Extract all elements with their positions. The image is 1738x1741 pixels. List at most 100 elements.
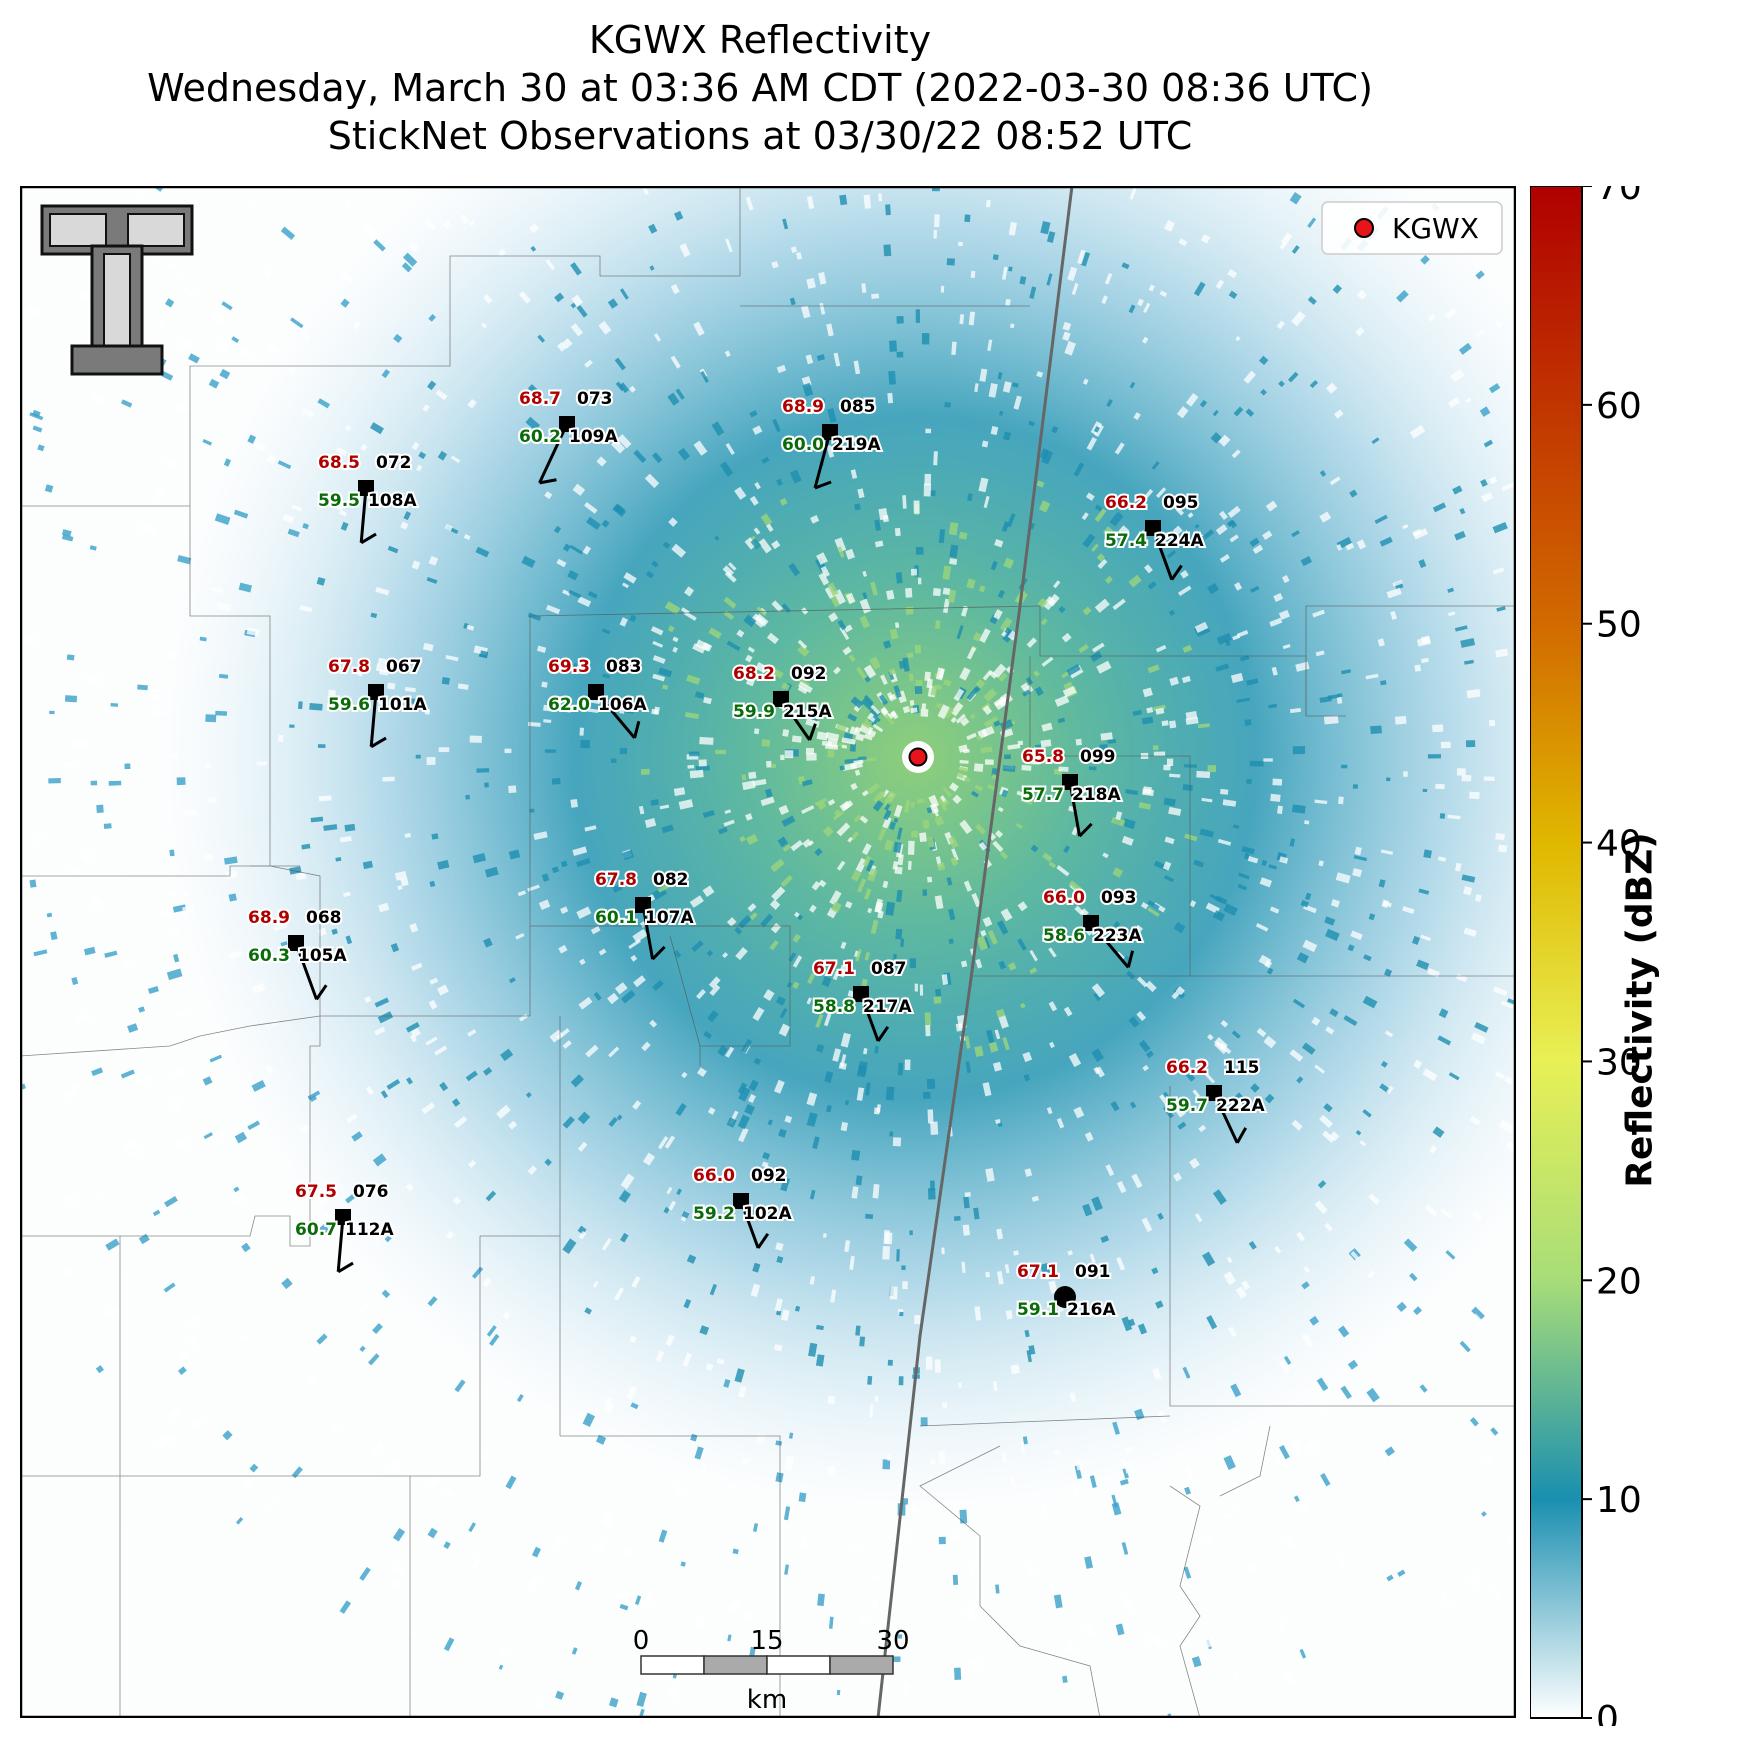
station-number-label: 076 [353, 1182, 389, 1202]
station-marker [288, 935, 304, 951]
wind-barb [369, 691, 387, 749]
dewpoint-label: 62.0 [548, 695, 590, 715]
dewpoint-label: 59.7 [1166, 1096, 1208, 1116]
station-223A: 66.0 093 58.6 223A [1041, 886, 1144, 969]
scale-bar: 0 15 30 km [633, 1626, 910, 1715]
county-borders [20, 186, 1516, 1718]
temperature-label: 66.0 [1043, 888, 1085, 908]
temperature-label: 68.9 [248, 908, 290, 928]
dewpoint-label: 60.3 [248, 946, 290, 966]
dewpoint-label: 60.7 [295, 1220, 337, 1240]
colorbar-tick-label: 60 [1596, 386, 1642, 427]
station-number-label: 092 [791, 664, 827, 684]
dewpoint-label: 59.9 [733, 702, 775, 722]
dewpoint-label: 59.5 [318, 491, 360, 511]
temperature-label: 68.7 [519, 389, 561, 409]
legend-radar-marker [1354, 218, 1374, 238]
station-marker [822, 424, 838, 440]
station-number-label: 092 [751, 1166, 787, 1186]
temperature-label: 66.2 [1166, 1058, 1208, 1078]
station-id-label: 219A [832, 435, 881, 455]
station-number-label: 085 [840, 397, 876, 417]
logo [40, 204, 194, 376]
station-marker [773, 691, 789, 707]
station-id-label: 101A [378, 695, 427, 715]
station-id-label: 217A [863, 997, 912, 1017]
temperature-label: 69.3 [548, 657, 590, 677]
map-frame [20, 186, 1516, 1718]
station-number-label: 099 [1080, 747, 1116, 767]
station-marker [1145, 520, 1161, 536]
dewpoint-label: 58.6 [1043, 926, 1085, 946]
colorbar-label: Reflectivity (dBZ) [1619, 832, 1661, 1188]
station-222A: 66.2 115 59.7 222A [1164, 1056, 1267, 1144]
station-marker [853, 986, 869, 1002]
wind-barb [294, 942, 328, 1001]
station-number-label: 093 [1101, 888, 1137, 908]
station-marker [1206, 1085, 1222, 1101]
station-106A: 69.3 083 62.0 106A [546, 655, 649, 739]
colorbar-gradient [1530, 186, 1583, 1719]
station-marker [588, 684, 604, 700]
station-marker [635, 897, 651, 913]
station-102A: 66.0 092 59.2 102A [691, 1164, 794, 1249]
station-marker [559, 416, 575, 432]
wind-barb [641, 904, 666, 961]
station-id-label: 112A [345, 1220, 394, 1240]
wind-barb [336, 1216, 354, 1274]
station-number-label: 091 [1075, 1262, 1111, 1282]
station-218A: 65.8 099 57.7 218A [1020, 745, 1123, 838]
legend-label: KGWX [1392, 212, 1479, 245]
station-215A: 68.2 092 59.9 215A [731, 662, 834, 741]
wind-barb [813, 431, 832, 490]
station-number-label: 087 [871, 959, 907, 979]
map-legend: KGWX [1321, 201, 1503, 255]
colorbar-tick-label: 40 [1596, 824, 1642, 865]
dewpoint-label: 57.4 [1105, 531, 1147, 551]
station-number-label: 068 [306, 908, 342, 928]
temperature-label: 65.8 [1022, 747, 1064, 767]
dewpoint-label: 60.2 [519, 427, 561, 447]
station-number-label: 095 [1163, 493, 1199, 513]
station-112A: 67.5 076 60.7 112A [293, 1180, 396, 1274]
station-id-label: 109A [569, 427, 618, 447]
station-id-label: 224A [1155, 531, 1204, 551]
dewpoint-label: 59.1 [1017, 1300, 1059, 1320]
station-marker [1062, 774, 1078, 790]
station-number-label: 072 [376, 453, 412, 473]
station-number-label: 073 [577, 389, 613, 409]
station-id-label: 108A [368, 491, 417, 511]
station-108A: 68.5 072 59.5 108A [316, 451, 419, 545]
stations-layer: 68.7 073 60.2 109A 68.9 085 60.0 219A 68.5 072 59.… [246, 387, 1267, 1322]
scale-tick-30: 30 [876, 1626, 909, 1656]
temperature-label: 67.5 [295, 1182, 337, 1202]
temperature-label: 67.1 [813, 959, 855, 979]
station-219A: 68.9 085 60.0 219A [780, 395, 883, 490]
wind-barb [359, 487, 377, 545]
colorbar-ticks: 0 10 20 30 40 50 60 70 [1582, 186, 1642, 1726]
colorbar: 0 10 20 30 40 50 60 70 [1530, 186, 1642, 1726]
station-number-label: 082 [653, 870, 689, 890]
temperature-label: 68.5 [318, 453, 360, 473]
temperature-label: 67.8 [595, 870, 637, 890]
station-id-label: 107A [645, 908, 694, 928]
station-224A: 66.2 095 57.4 224A [1103, 491, 1206, 581]
station-id-label: 102A [743, 1204, 792, 1224]
colorbar-tick-label: 70 [1596, 186, 1642, 208]
dewpoint-label: 57.7 [1022, 785, 1064, 805]
station-marker [1083, 915, 1099, 931]
station-id-label: 216A [1067, 1300, 1116, 1320]
station-id-label: 215A [783, 702, 832, 722]
station-number-label: 067 [386, 657, 422, 677]
colorbar-tick-label: 0 [1596, 1699, 1619, 1726]
station-105A: 68.9 068 60.3 105A [246, 906, 349, 1001]
station-id-label: 223A [1093, 926, 1142, 946]
station-id-label: 218A [1072, 785, 1121, 805]
radar-site-marker [902, 741, 934, 773]
temperature-label: 67.1 [1017, 1262, 1059, 1282]
station-216A: 67.1 091 59.1 216A [1015, 1260, 1118, 1322]
station-id-label: 105A [298, 946, 347, 966]
wind-barb [1068, 781, 1093, 838]
wind-barb [538, 423, 569, 485]
radar-map: 68.7 073 60.2 109A 68.9 085 60.0 219A 68.5 072 59.… [20, 186, 1516, 1718]
